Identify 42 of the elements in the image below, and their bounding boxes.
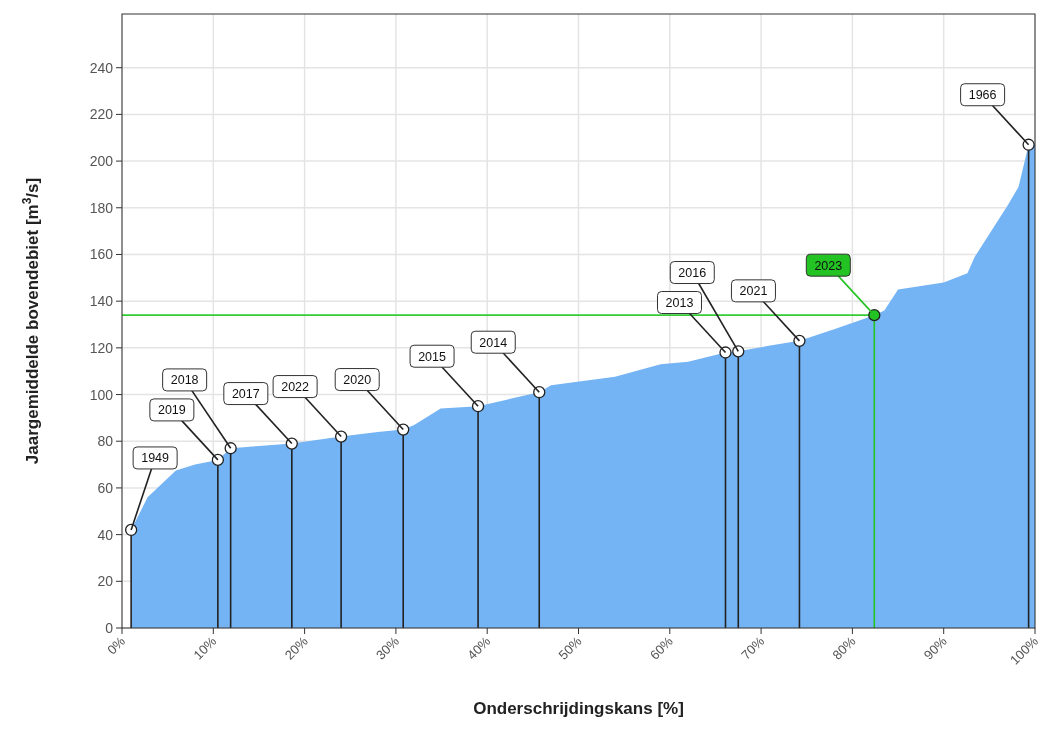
annotation: 2022 bbox=[281, 380, 310, 395]
annotation: 2016 bbox=[678, 266, 707, 281]
y-tick-label: 180 bbox=[89, 199, 114, 216]
annotation: 2014 bbox=[479, 335, 508, 350]
annotation: 2021 bbox=[739, 284, 768, 299]
point bbox=[334, 430, 348, 443]
annotation: 1949 bbox=[141, 451, 170, 466]
y-tick-label: 20 bbox=[97, 573, 114, 590]
point bbox=[868, 309, 881, 322]
y-tick-label: 80 bbox=[97, 433, 114, 450]
annotation: 1966 bbox=[968, 88, 997, 103]
point bbox=[224, 442, 237, 455]
x-tick-label: 80% bbox=[829, 633, 859, 663]
x-tick-label: 30% bbox=[373, 633, 403, 663]
x-tick-label: 10% bbox=[190, 633, 220, 663]
x-tick-label: 50% bbox=[555, 633, 585, 663]
y-tick-label: 60 bbox=[97, 479, 114, 496]
x-tick-label: 90% bbox=[920, 633, 951, 663]
annotation: 2018 bbox=[170, 373, 199, 388]
y-tick-label: 200 bbox=[89, 153, 114, 170]
x-tick-label: 20% bbox=[281, 633, 312, 663]
y-tick-label: 120 bbox=[89, 339, 114, 356]
y-tick-label: 220 bbox=[89, 106, 114, 123]
x-axis-title: Onderschrijdingskans [%] bbox=[473, 699, 684, 718]
y-tick-label: 40 bbox=[97, 526, 114, 543]
y-tick-label: 160 bbox=[89, 246, 114, 263]
annotation: 2019 bbox=[157, 403, 186, 418]
annotation: 2013 bbox=[665, 296, 694, 311]
annotation: 2023 bbox=[814, 258, 843, 273]
y-tick-label: 240 bbox=[89, 59, 114, 76]
annotation: 2015 bbox=[418, 349, 447, 364]
y-tick-label: 0 bbox=[105, 620, 114, 636]
annotation: 2017 bbox=[231, 387, 260, 402]
point bbox=[397, 423, 410, 436]
annotation: 2020 bbox=[343, 373, 372, 388]
x-tick-label: 60% bbox=[646, 633, 677, 663]
x-tick-label: 70% bbox=[738, 633, 768, 663]
y-tick-label: 140 bbox=[89, 293, 114, 310]
point bbox=[285, 437, 298, 450]
x-tick-label: 40% bbox=[464, 633, 494, 663]
y-tick-label: 100 bbox=[89, 386, 114, 403]
x-tick-label: 0% bbox=[104, 633, 129, 658]
